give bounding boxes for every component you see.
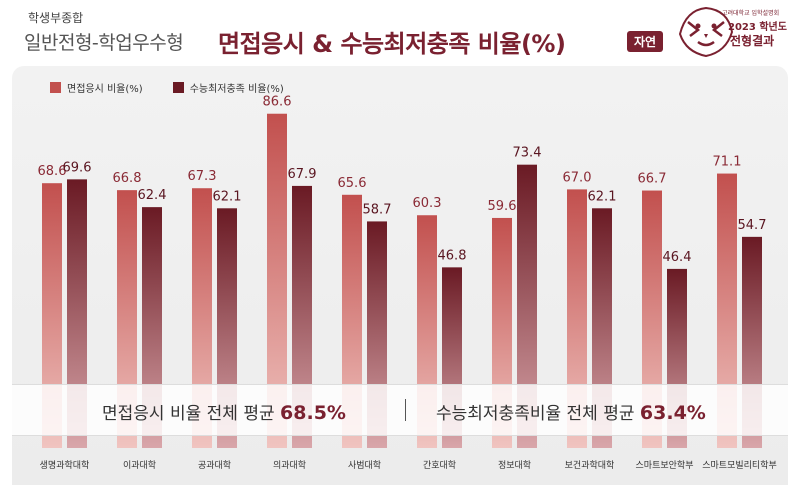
interview-average-label: 면접응시 비율 전체 평균 bbox=[102, 404, 275, 424]
category-label-2: 공과대학 bbox=[198, 460, 231, 471]
value-label-csat-0: 69.6 bbox=[63, 160, 92, 175]
value-label-interview-2: 67.3 bbox=[188, 169, 217, 184]
csat-average: 수능최저충족비율 전체 평균 63.4% bbox=[436, 399, 706, 424]
bar-csat-6 bbox=[517, 164, 537, 448]
value-label-csat-3: 67.9 bbox=[288, 167, 317, 182]
legend-swatch-interview bbox=[50, 82, 61, 93]
category-label-4: 사범대학 bbox=[348, 460, 381, 471]
value-label-interview-7: 67.0 bbox=[563, 170, 592, 185]
category-label-0: 생명과학대학 bbox=[40, 460, 90, 471]
category-label-9: 스마트모빌리티학부 bbox=[702, 460, 777, 471]
logo-event: 고려대학교 입학설명회 bbox=[722, 10, 780, 17]
bar-interview-2 bbox=[192, 188, 212, 449]
bar-interview-3 bbox=[267, 113, 287, 448]
legend-swatch-csat bbox=[172, 82, 184, 93]
category-label-7: 보건과학대학 bbox=[565, 460, 615, 471]
value-label-interview-9: 71.1 bbox=[713, 155, 742, 170]
legend: 면접응시 비율(%) 수능최저충족 비율(%) bbox=[50, 80, 284, 95]
bar-interview-7 bbox=[567, 189, 587, 448]
track-badge: 자연 bbox=[627, 31, 664, 52]
category-label-5: 간호대학 bbox=[423, 460, 456, 471]
legend-label-interview: 면접응시 비율(%) bbox=[67, 84, 143, 95]
tiger-logo-icon bbox=[678, 6, 734, 58]
category-label-3: 의과대학 bbox=[273, 460, 306, 471]
legend-label-csat: 수능최저충족 비율(%) bbox=[189, 84, 284, 95]
legend-item-csat: 수능최저충족 비율(%) bbox=[172, 80, 284, 95]
interview-average-value: 68.5% bbox=[280, 402, 346, 424]
average-divider bbox=[405, 399, 406, 421]
value-label-interview-5: 60.3 bbox=[413, 196, 442, 211]
tiger-logo: 고려대학교 입학설명회 2023 학년도 전형결과 bbox=[676, 4, 800, 58]
interview-average: 면접응시 비율 전체 평균 68.5% bbox=[102, 399, 346, 424]
value-label-interview-6: 59.6 bbox=[488, 199, 517, 214]
page-title: 면접응시 & 수능최저충족 비율(%) bbox=[218, 30, 566, 58]
value-label-csat-8: 46.4 bbox=[663, 250, 692, 265]
value-label-interview-1: 66.8 bbox=[113, 171, 142, 186]
bar-interview-9 bbox=[717, 173, 737, 448]
value-label-csat-6: 73.4 bbox=[513, 146, 542, 161]
bar-csat-3 bbox=[292, 185, 312, 448]
legend-item-interview: 면접응시 비율(%) bbox=[50, 80, 143, 95]
value-label-csat-9: 54.7 bbox=[738, 218, 767, 233]
value-label-csat-2: 62.1 bbox=[213, 189, 242, 204]
value-label-interview-0: 68.6 bbox=[38, 164, 67, 179]
average-band: 면접응시 비율 전체 평균 68.5% 수능최저충족비율 전체 평균 63.4% bbox=[12, 384, 788, 436]
value-label-csat-5: 46.8 bbox=[438, 248, 467, 263]
bar-interview-0 bbox=[42, 183, 62, 449]
admission-type: 일반전형-학업우수형 bbox=[24, 32, 184, 54]
category-label-1: 이과대학 bbox=[123, 460, 156, 471]
value-label-interview-3: 86.6 bbox=[263, 95, 292, 110]
value-label-csat-7: 62.1 bbox=[588, 189, 617, 204]
csat-average-label: 수능최저충족비율 전체 평균 bbox=[436, 404, 635, 424]
header: 학생부종합 일반전형-학업우수형 면접응시 & 수능최저충족 비율(%) 자연 … bbox=[0, 0, 800, 62]
value-label-csat-1: 62.4 bbox=[138, 188, 167, 203]
logo-year: 2023 학년도 bbox=[728, 22, 787, 33]
bar-csat-0 bbox=[67, 179, 87, 448]
logo-results: 전형결과 bbox=[730, 34, 775, 48]
value-label-csat-4: 58.7 bbox=[363, 202, 392, 217]
category-label-6: 정보대학 bbox=[498, 460, 531, 471]
admission-category: 학생부종합 bbox=[28, 11, 84, 25]
bar-interview-8 bbox=[642, 190, 662, 448]
value-label-interview-4: 65.6 bbox=[338, 176, 367, 191]
category-label-8: 스마트보안학부 bbox=[636, 460, 694, 471]
csat-average-value: 63.4% bbox=[639, 402, 706, 424]
bar-interview-1 bbox=[117, 190, 137, 449]
value-label-interview-8: 66.7 bbox=[638, 172, 667, 187]
